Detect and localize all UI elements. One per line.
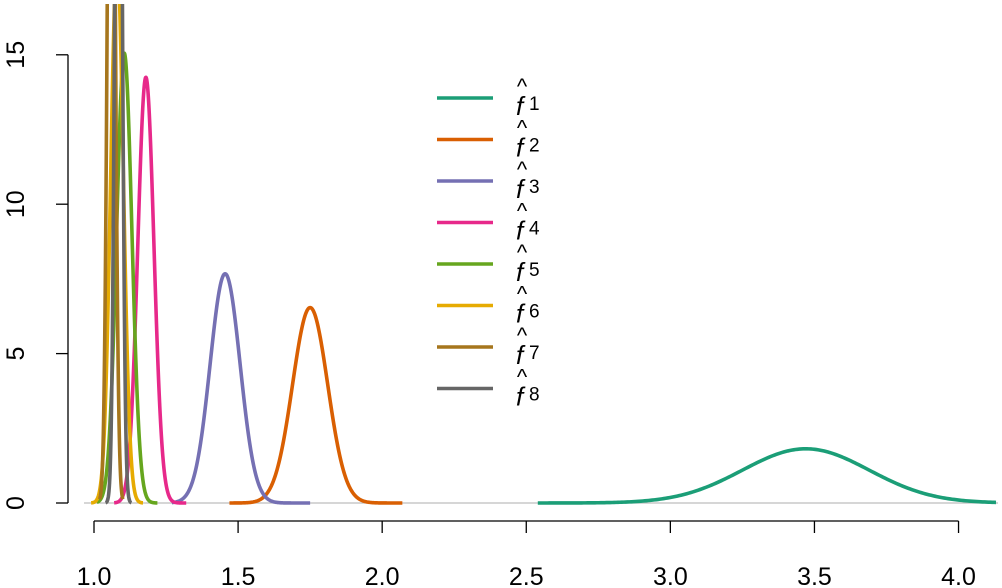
series-line-f7 xyxy=(98,4,125,501)
legend-hat: ^ xyxy=(517,323,528,348)
legend-subscript: 7 xyxy=(529,343,540,364)
series-line-f8 xyxy=(103,4,134,505)
legend-label: f xyxy=(516,133,526,163)
legend-hat: ^ xyxy=(517,116,528,141)
legend-item-f6: ^f 6 xyxy=(437,282,540,329)
legend-item-f7: ^f 7 xyxy=(437,323,540,370)
legend-item-f8: ^f 8 xyxy=(437,365,540,412)
legend-item-f1: ^f 1 xyxy=(437,74,540,121)
density-curves xyxy=(89,4,997,505)
x-tick-label: 2.0 xyxy=(365,563,400,588)
series-line-f3 xyxy=(170,272,312,505)
legend-item-f4: ^f 4 xyxy=(437,199,540,246)
legend-label: f xyxy=(516,257,526,287)
x-axis: 1.0 1.5 2.0 2.5 3.0 3.5 4.0 xyxy=(77,520,976,588)
legend-label: f xyxy=(516,382,526,412)
legend-label: f xyxy=(516,91,526,121)
legend-subscript: 6 xyxy=(529,302,540,323)
x-tick-label: 4.0 xyxy=(941,563,976,588)
series-line-f2 xyxy=(228,305,404,505)
legend-hat: ^ xyxy=(517,282,528,307)
y-axis: 0 5 10 15 xyxy=(2,41,69,510)
legend-subscript: 1 xyxy=(529,94,540,115)
legend-item-f5: ^f 5 xyxy=(437,240,540,287)
y-tick-label: 0 xyxy=(2,496,30,510)
legend-subscript: 2 xyxy=(529,136,540,157)
legend-hat: ^ xyxy=(517,74,528,99)
legend-item-f2: ^f 2 xyxy=(437,116,540,163)
legend-hat: ^ xyxy=(517,199,528,224)
legend-subscript: 5 xyxy=(529,260,540,281)
legend-hat: ^ xyxy=(517,240,528,265)
series-line-f1 xyxy=(537,447,997,505)
legend-label: f xyxy=(516,340,526,370)
x-tick-label: 1.0 xyxy=(77,563,112,588)
legend-label: f xyxy=(516,299,526,329)
legend: ^f 1^f 2^f 3^f 4^f 5^f 6^f 7^f 8 xyxy=(437,74,540,412)
legend-item-f3: ^f 3 xyxy=(437,157,540,204)
y-tick-label: 10 xyxy=(2,190,30,218)
legend-subscript: 4 xyxy=(529,219,540,240)
x-tick-label: 3.0 xyxy=(653,563,688,588)
x-tick-label: 2.5 xyxy=(509,563,544,588)
legend-label: f xyxy=(516,174,526,204)
legend-label: f xyxy=(516,216,526,246)
x-tick-label: 3.5 xyxy=(797,563,832,588)
y-tick-label: 5 xyxy=(2,347,30,361)
legend-hat: ^ xyxy=(517,157,528,182)
legend-hat: ^ xyxy=(517,365,528,390)
legend-subscript: 8 xyxy=(529,385,540,406)
x-tick-label: 1.5 xyxy=(221,563,256,588)
series-line-f5 xyxy=(95,51,159,505)
y-tick-label: 15 xyxy=(2,41,30,69)
legend-subscript: 3 xyxy=(529,177,540,198)
